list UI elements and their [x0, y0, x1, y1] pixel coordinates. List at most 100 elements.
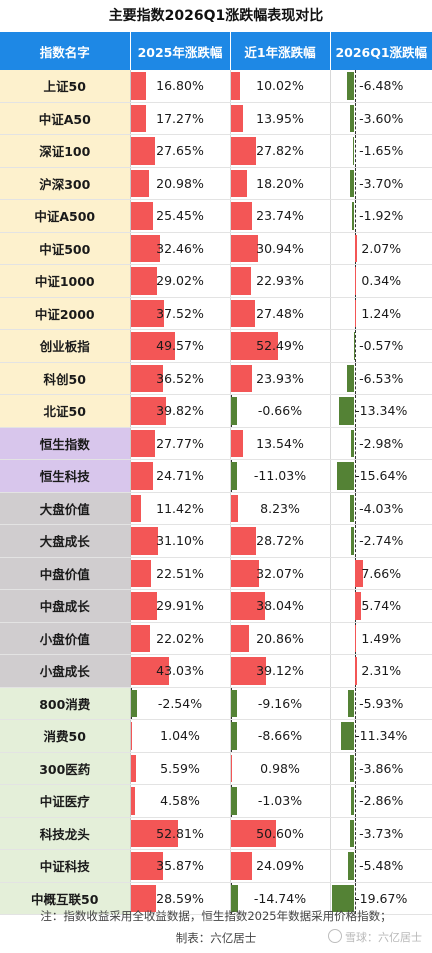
value-cell-vq1: -1.92%: [329, 199, 432, 233]
negative-bar: [130, 689, 137, 717]
negative-bar: [336, 462, 355, 490]
table-row: 中盘成长 29.91% 38.04% 5.74%: [0, 589, 432, 623]
value-label: -8.66%: [257, 728, 303, 743]
index-name-cell: 小盘成长: [0, 654, 131, 688]
value-label: 11.42%: [156, 500, 204, 516]
table-row: 中证A500 25.45% 23.74% -1.92%: [0, 199, 432, 233]
value-label: 22.51%: [156, 565, 204, 581]
value-cell-v1y: 20.86%: [229, 622, 330, 655]
negative-bar: [350, 754, 355, 782]
negative-bar: [351, 527, 355, 555]
value-label: 18.20%: [256, 175, 304, 191]
positive-bar: [130, 592, 158, 620]
value-cell-v2025: 5.59%: [129, 752, 230, 785]
value-label: 13.95%: [256, 110, 304, 126]
zero-axis-line: [354, 362, 356, 394]
value-cell-vq1: 1.49%: [329, 622, 432, 655]
value-cell-vq1: -3.60%: [329, 102, 432, 135]
positive-bar: [230, 592, 265, 620]
positive-bar: [230, 104, 244, 132]
value-label: 16.80%: [156, 78, 204, 93]
value-label: -3.70%: [359, 175, 404, 191]
table-row: 中证2000 37.52% 27.48% 1.24%: [0, 297, 432, 330]
value-cell-v2025: 52.81%: [129, 817, 230, 850]
value-cell-v1y: 22.93%: [229, 264, 330, 298]
table-row: 中盘价值 22.51% 32.07% 7.66%: [0, 557, 432, 590]
table-header-row: 指数名字 2025年涨跌幅 近1年涨跌幅 2026Q1涨跌幅: [0, 32, 432, 70]
table-row: 创业板指 49.57% 52.49% -0.57%: [0, 329, 432, 363]
zero-axis-line: [354, 720, 356, 752]
value-cell-v2025: 36.52%: [129, 362, 230, 395]
value-cell-vq1: -0.57%: [329, 329, 432, 363]
value-label: 27.65%: [156, 143, 204, 158]
value-cell-v2025: -2.54%: [129, 687, 230, 720]
negative-bar: [351, 787, 355, 815]
positive-bar: [130, 137, 156, 165]
positive-bar: [354, 234, 357, 262]
value-label: -9.16%: [257, 695, 303, 711]
value-cell-v2025: 1.04%: [129, 719, 230, 753]
value-cell-v2025: 16.80%: [129, 70, 230, 103]
index-name-cell: 深证100: [0, 134, 131, 168]
positive-bar: [130, 657, 170, 685]
value-cell-v1y: 23.74%: [229, 199, 330, 233]
table-row: 大盘成长 31.10% 28.72% -2.74%: [0, 524, 432, 558]
value-cell-vq1: -13.34%: [329, 394, 432, 428]
zero-axis-line: [354, 102, 356, 134]
table-row: 恒生科技 24.71% -11.03% -15.64%: [0, 459, 432, 493]
zero-axis-line: [354, 882, 356, 914]
value-cell-vq1: -3.70%: [329, 167, 432, 200]
value-cell-vq1: -15.64%: [329, 459, 432, 493]
value-cell-vq1: -3.73%: [329, 817, 432, 850]
index-name-cell: 上证50: [0, 70, 131, 103]
positive-bar: [130, 169, 150, 197]
value-label: 30.94%: [256, 240, 304, 256]
positive-bar: [130, 234, 160, 262]
header-2026q1-change: 2026Q1涨跌幅: [329, 32, 432, 70]
value-label: 20.98%: [156, 175, 204, 191]
value-cell-vq1: -6.48%: [329, 70, 432, 103]
value-cell-v2025: 29.91%: [129, 589, 230, 623]
positive-bar: [130, 559, 151, 587]
value-label: -1.65%: [359, 143, 404, 158]
value-cell-v1y: 27.82%: [229, 134, 330, 168]
value-cell-v2025: 49.57%: [129, 329, 230, 363]
zero-axis-line: [354, 687, 356, 719]
watermark: 雪球：六亿居士: [328, 928, 422, 948]
value-cell-v1y: -8.66%: [229, 719, 330, 753]
table-row: 中概互联50 28.59% -14.74% -19.67%: [0, 882, 432, 915]
value-label: 24.71%: [156, 468, 204, 483]
positive-bar: [130, 819, 179, 847]
value-cell-vq1: -2.98%: [329, 427, 432, 460]
negative-bar: [350, 819, 355, 847]
zero-axis-line: [354, 330, 356, 362]
index-name-cell: 中盘价值: [0, 557, 131, 590]
negative-bar: [230, 884, 238, 912]
zero-axis-line: [354, 492, 356, 524]
value-label: -2.54%: [157, 695, 203, 711]
value-cell-v1y: -14.74%: [229, 882, 330, 915]
value-label: 1.49%: [361, 630, 402, 646]
value-label: -3.86%: [359, 760, 404, 776]
value-cell-vq1: 5.74%: [329, 589, 432, 623]
value-label: -6.53%: [359, 370, 404, 386]
value-cell-v2025: 43.03%: [129, 654, 230, 688]
positive-bar: [230, 624, 250, 652]
value-cell-v2025: 28.59%: [129, 882, 230, 915]
table-row: 科技龙头 52.81% 50.60% -3.73%: [0, 817, 432, 850]
index-name-cell: 沪深300: [0, 167, 131, 200]
zero-axis-line: [354, 135, 356, 167]
table-row: 中证500 32.46% 30.94% 2.07%: [0, 232, 432, 265]
value-label: 39.12%: [256, 663, 304, 678]
negative-bar: [350, 169, 355, 197]
positive-bar: [130, 72, 146, 100]
footer-note: 注：指数收益采用全收益数据，恒生指数2025年数据采用价格指数；: [40, 909, 392, 923]
table-row: 800消费 -2.54% -9.16% -5.93%: [0, 687, 432, 720]
chart-title: 主要指数2026Q1涨跌幅表现对比: [108, 8, 324, 24]
index-name-cell: 中证1000: [0, 264, 131, 298]
table-row: 300医药 5.59% 0.98% -3.86%: [0, 752, 432, 785]
zero-axis-line: [354, 850, 356, 882]
value-label: 37.52%: [156, 305, 204, 321]
value-label: -0.66%: [257, 403, 303, 418]
value-label: 0.34%: [361, 273, 402, 288]
